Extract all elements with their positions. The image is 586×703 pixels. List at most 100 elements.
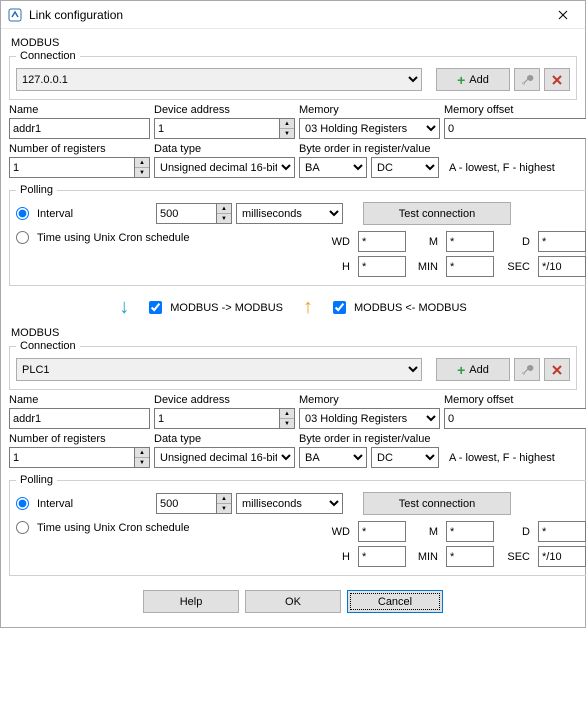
settings-button-bottom[interactable]	[514, 358, 540, 381]
data-type-select-top[interactable]: Unsigned decimal 16-bit	[154, 157, 295, 178]
min-label: MIN	[412, 261, 440, 273]
interval-radio-bottom[interactable]	[16, 497, 29, 510]
device-address-spinner-top[interactable]: ▲▼	[279, 118, 295, 139]
test-connection-button-bottom[interactable]: Test connection	[363, 492, 511, 515]
delete-connection-button-bottom[interactable]	[544, 358, 570, 381]
add-connection-button-bottom[interactable]: +Add	[436, 358, 510, 381]
name-input-bottom[interactable]	[9, 408, 150, 429]
byte-order-1-bottom[interactable]: BA	[299, 447, 367, 468]
help-button[interactable]: Help	[143, 590, 239, 613]
interval-unit-top[interactable]: milliseconds	[236, 203, 343, 224]
add-connection-button-top[interactable]: +Add	[436, 68, 510, 91]
interval-radio-label-top[interactable]: Interval	[16, 207, 152, 220]
plus-icon: +	[457, 362, 465, 378]
memory-offset-input-top[interactable]	[444, 118, 586, 139]
cron-radio-label-bottom[interactable]: Time using Unix Cron schedule	[16, 521, 316, 534]
app-icon	[7, 7, 23, 23]
cron-radio-bottom[interactable]	[16, 521, 29, 534]
memory-select-bottom[interactable]: 03 Holding Registers	[299, 408, 440, 429]
device-address-input-top[interactable]	[154, 118, 279, 139]
connection-legend: Connection	[16, 50, 80, 62]
cron-radio-top[interactable]	[16, 231, 29, 244]
cron-d-bottom[interactable]	[538, 521, 586, 542]
name-label: Name	[9, 104, 150, 116]
interval-radio-label-bottom[interactable]: Interval	[16, 497, 152, 510]
cron-wd-bottom[interactable]	[358, 521, 406, 542]
wrench-icon	[520, 73, 534, 87]
titlebar: Link configuration	[1, 1, 585, 29]
arrow-up-icon: ↑	[303, 296, 313, 319]
fields-row1-bottom: Name Device address ▲▼ Memory 03 Holding…	[9, 394, 577, 429]
connection-group-top: Connection 127.0.0.1 +Add	[9, 50, 577, 100]
settings-button-top[interactable]	[514, 68, 540, 91]
cancel-button[interactable]: Cancel	[347, 590, 443, 613]
cron-sec-top[interactable]	[538, 256, 586, 277]
window-title: Link configuration	[29, 8, 541, 22]
d-label: D	[500, 236, 532, 248]
content: MODBUS Connection 127.0.0.1 +Add Name	[1, 29, 585, 627]
num-registers-spinner-bottom[interactable]: ▲▼	[134, 447, 150, 468]
data-type-label-b: Data type	[154, 433, 295, 445]
forward-check-label[interactable]: MODBUS -> MODBUS	[149, 301, 283, 314]
ok-button[interactable]: OK	[245, 590, 341, 613]
wrench-icon	[520, 363, 534, 377]
cron-min-top[interactable]	[446, 256, 494, 277]
num-registers-input-bottom[interactable]	[9, 447, 134, 468]
name-label-b: Name	[9, 394, 150, 406]
name-input-top[interactable]	[9, 118, 150, 139]
device-address-label: Device address	[154, 104, 295, 116]
close-button[interactable]	[541, 1, 585, 29]
byte-order-1-top[interactable]: BA	[299, 157, 367, 178]
num-registers-label: Number of registers	[9, 143, 150, 155]
interval-radio-top[interactable]	[16, 207, 29, 220]
forward-checkbox[interactable]	[149, 301, 162, 314]
num-registers-input-top[interactable]	[9, 157, 134, 178]
cron-wd-top[interactable]	[358, 231, 406, 252]
interval-value-top[interactable]	[156, 203, 216, 224]
byte-order-2-bottom[interactable]: DC	[371, 447, 439, 468]
min-label-b: MIN	[412, 551, 440, 563]
backward-check-label[interactable]: MODBUS <- MODBUS	[333, 301, 467, 314]
connection-select-top[interactable]: 127.0.0.1	[16, 68, 422, 91]
m-label-b: M	[412, 526, 440, 538]
cron-d-top[interactable]	[538, 231, 586, 252]
cron-radio-label-top[interactable]: Time using Unix Cron schedule	[16, 231, 316, 244]
memory-select-top[interactable]: 03 Holding Registers	[299, 118, 440, 139]
cron-m-top[interactable]	[446, 231, 494, 252]
interval-spinner-bottom[interactable]: ▲▼	[216, 493, 232, 514]
connection-select-bottom[interactable]: PLC1	[16, 358, 422, 381]
num-registers-spinner-top[interactable]: ▲▼	[134, 157, 150, 178]
device-address-input-bottom[interactable]	[154, 408, 279, 429]
cron-m-bottom[interactable]	[446, 521, 494, 542]
data-type-select-bottom[interactable]: Unsigned decimal 16-bit	[154, 447, 295, 468]
memory-offset-input-bottom[interactable]	[444, 408, 586, 429]
cron-min-bottom[interactable]	[446, 546, 494, 567]
memory-label: Memory	[299, 104, 440, 116]
modbus-label-top: MODBUS	[11, 37, 577, 49]
polling-group-bottom: Polling Interval ▲▼ milliseconds Test co…	[9, 474, 586, 576]
fields-row1-top: Name Device address ▲▼ Memory 03 Holding…	[9, 104, 577, 139]
cron-sec-bottom[interactable]	[538, 546, 586, 567]
byte-order-2-top[interactable]: DC	[371, 157, 439, 178]
interval-unit-bottom[interactable]: milliseconds	[236, 493, 343, 514]
cron-h-bottom[interactable]	[358, 546, 406, 567]
x-icon	[551, 74, 563, 86]
cron-grid-top: WD M D H MIN SEC	[324, 231, 586, 277]
interval-spinner-top[interactable]: ▲▼	[216, 203, 232, 224]
polling-group-top: Polling Interval ▲▼ milliseconds Test co…	[9, 184, 586, 286]
byte-order-label-b: Byte order in register/value	[299, 433, 577, 445]
cron-h-top[interactable]	[358, 256, 406, 277]
plus-icon: +	[457, 72, 465, 88]
device-address-spinner-bottom[interactable]: ▲▼	[279, 408, 295, 429]
fields-row2-bottom: Number of registers ▲▼ Data type Unsigne…	[9, 433, 577, 468]
connection-group-bottom: Connection PLC1 +Add	[9, 340, 577, 390]
polling-legend: Polling	[16, 184, 57, 196]
interval-value-bottom[interactable]	[156, 493, 216, 514]
backward-checkbox[interactable]	[333, 301, 346, 314]
sec-label: SEC	[500, 261, 532, 273]
test-connection-button-top[interactable]: Test connection	[363, 202, 511, 225]
delete-connection-button-top[interactable]	[544, 68, 570, 91]
data-type-label: Data type	[154, 143, 295, 155]
wd-label-b: WD	[324, 526, 352, 538]
byte-order-hint-b: A - lowest, F - highest	[449, 452, 555, 464]
